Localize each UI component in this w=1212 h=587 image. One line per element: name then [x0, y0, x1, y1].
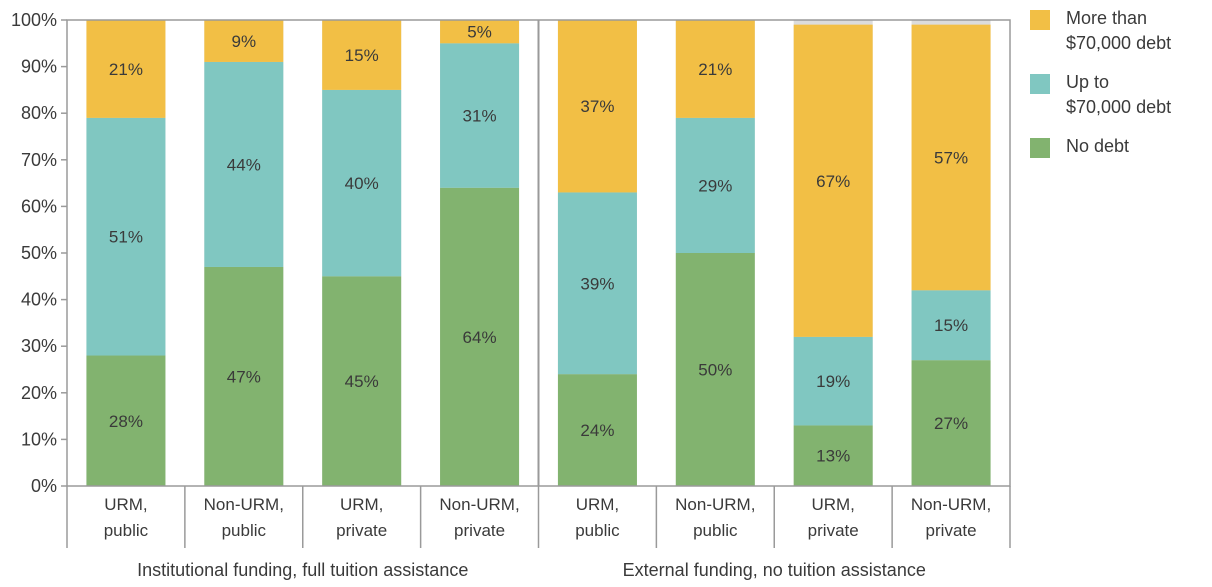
bar-gap [67, 20, 87, 486]
x-category-label: URM, [576, 495, 619, 514]
legend-item-up-to-70000: Up to $70,000 debt [1030, 70, 1210, 120]
y-tick-label: 0% [31, 476, 57, 496]
data-label: 57% [934, 148, 968, 167]
x-category-label: URM, [104, 495, 147, 514]
data-label: 51% [109, 228, 143, 247]
bar-gap [401, 20, 441, 486]
bar-segment-up-to-70-000-debt [86, 117, 166, 356]
bar-segment-more-than-70-000-debt [204, 20, 284, 62]
y-tick-label: 30% [21, 336, 57, 356]
bar-segment-more-than-70-000-debt [440, 20, 520, 44]
x-category-label: Non-URM, [439, 495, 519, 514]
y-tick-label: 100% [11, 10, 57, 30]
bar-segment-up-to-70-000-debt [204, 61, 284, 267]
bar-segment-no-debt [911, 360, 991, 486]
x-category-label: public [104, 521, 149, 540]
x-category-label: URM, [811, 495, 854, 514]
x-category-label: private [336, 521, 387, 540]
bar-segment-no-debt [204, 266, 284, 486]
legend-swatch-no-debt [1030, 138, 1050, 158]
bar-gap [872, 20, 912, 486]
data-label: 29% [698, 176, 732, 195]
data-label: 31% [463, 107, 497, 126]
bar-segment-more-than-70-000-debt [86, 20, 166, 118]
x-category-label: private [808, 521, 859, 540]
bar-segment-up-to-70-000-debt [675, 117, 755, 253]
x-category-label: public [693, 521, 738, 540]
bar-segment-more-than-70-000-debt [911, 24, 991, 291]
bar-segment-up-to-70-000-debt [911, 290, 991, 361]
data-label: 47% [227, 367, 261, 386]
bar-segment-no-debt [557, 374, 637, 486]
bar-segment-up-to-70-000-debt [557, 192, 637, 375]
data-label: 24% [580, 421, 614, 440]
bar-segment-no-debt [793, 425, 873, 486]
bar-gap [754, 20, 794, 486]
x-group-label: External funding, no tuition assistance [623, 560, 926, 580]
data-label: 21% [109, 60, 143, 79]
y-tick-label: 10% [21, 429, 57, 449]
data-label: 45% [345, 372, 379, 391]
legend-label-more-than-70000-line2: $70,000 debt [1066, 33, 1172, 53]
bar-segment-no-debt [440, 187, 520, 486]
data-label: 5% [467, 23, 492, 42]
legend-swatch-up-to-70000 [1030, 74, 1050, 94]
legend-item-more-than-70000: More than $70,000 debt [1030, 6, 1210, 56]
y-tick-label: 90% [21, 57, 57, 77]
data-label: 21% [698, 60, 732, 79]
bar-gap [636, 20, 676, 486]
bar-gap [283, 20, 323, 486]
data-label: 28% [109, 412, 143, 431]
legend: More than $70,000 debt Up to $70,000 deb… [1030, 6, 1210, 173]
bar-segment-more-than-70-000-debt [557, 20, 637, 193]
legend-item-no-debt: No debt [1030, 134, 1210, 159]
bar-gap [165, 20, 205, 486]
bar-segment-up-to-70-000-debt [322, 89, 402, 277]
legend-label-up-to-70000-line1: Up to [1066, 72, 1110, 92]
x-category-label: URM, [340, 495, 383, 514]
data-label: 15% [934, 316, 968, 335]
x-category-label: Non-URM, [911, 495, 991, 514]
bar-segment-no-debt [86, 355, 166, 486]
data-label: 44% [227, 155, 261, 174]
bar-segment-up-to-70-000-debt [440, 43, 520, 188]
x-category-label: Non-URM, [675, 495, 755, 514]
x-category-label: private [926, 521, 977, 540]
x-group-label: Institutional funding, full tuition assi… [137, 560, 468, 580]
bar-gap [990, 20, 1010, 486]
data-label: 67% [816, 172, 850, 191]
x-category-label: public [575, 521, 620, 540]
data-label: 19% [816, 372, 850, 391]
stacked-bar-chart: 28% 51% 21% 47% 44% 9% 45% 40% 15% 64% 31% 5% 24% 39%… [11, 10, 1011, 580]
bar-segment-more-than-70-000-debt [322, 20, 402, 90]
legend-swatch-more-than-70000 [1030, 10, 1050, 30]
data-label: 64% [463, 328, 497, 347]
data-label: 9% [232, 32, 257, 51]
y-tick-label: 40% [21, 290, 57, 310]
bar-segment-up-to-70-000-debt [793, 336, 873, 426]
data-label: 15% [345, 46, 379, 65]
bar-segment-more-than-70-000-debt [675, 20, 755, 118]
x-category-label: Non-URM, [204, 495, 284, 514]
data-label: 39% [580, 274, 614, 293]
x-category-label: public [222, 521, 267, 540]
bar-segment-no-debt [322, 276, 402, 486]
bar-segment-more-than-70-000-debt [793, 24, 873, 337]
y-tick-label: 50% [21, 243, 57, 263]
y-tick-label: 20% [21, 383, 57, 403]
y-tick-label: 70% [21, 150, 57, 170]
data-label: 50% [698, 361, 732, 380]
bar-segment-no-debt [675, 253, 755, 486]
y-tick-label: 80% [21, 103, 57, 123]
x-category-label: private [454, 521, 505, 540]
data-label: 13% [816, 447, 850, 466]
legend-label-no-debt: No debt [1066, 136, 1130, 156]
y-tick-label: 60% [21, 196, 57, 216]
data-label: 27% [934, 414, 968, 433]
data-label: 37% [580, 97, 614, 116]
legend-label-up-to-70000-line2: $70,000 debt [1066, 97, 1172, 117]
data-label: 40% [345, 174, 379, 193]
legend-label-more-than-70000-line1: More than [1066, 8, 1148, 28]
